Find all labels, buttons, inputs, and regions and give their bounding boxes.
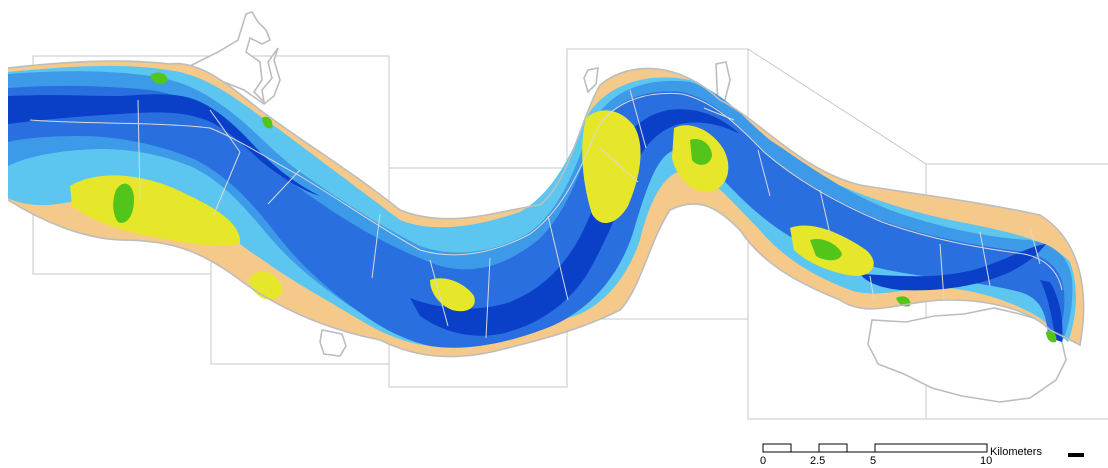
cross-section-grid — [29, 89, 1063, 339]
scale-bar: 0 2.5 5 10 Kilometers — [760, 443, 1084, 467]
scale-tick-2-5: 2.5 — [810, 455, 825, 467]
habitat-deep — [1040, 280, 1063, 342]
river-water-body — [7, 60, 1085, 358]
habitat-deep — [8, 94, 320, 196]
habitat-shallow — [8, 65, 1076, 347]
scale-tick-10: 10 — [980, 455, 992, 467]
habitat-marsh — [810, 238, 842, 261]
habitat-marsh — [262, 116, 273, 129]
habitat-deep — [860, 244, 1046, 291]
habitat-deep — [410, 109, 740, 336]
habitat-shoal — [582, 110, 641, 224]
habitat-marsh — [150, 72, 168, 85]
scale-tick-0: 0 — [760, 455, 766, 467]
north-marker — [1068, 453, 1084, 457]
habitat-shoal — [70, 175, 241, 246]
habitat-marsh — [113, 183, 134, 223]
habitat-shoal — [430, 278, 475, 312]
scale-unit-label: Kilometers — [990, 446, 1042, 458]
habitat-marsh — [1046, 330, 1057, 343]
scale-bar-segments — [762, 443, 988, 453]
scale-tick-5: 5 — [870, 455, 876, 467]
habitat-marsh — [690, 138, 712, 165]
river-bank-outline — [7, 60, 1085, 358]
